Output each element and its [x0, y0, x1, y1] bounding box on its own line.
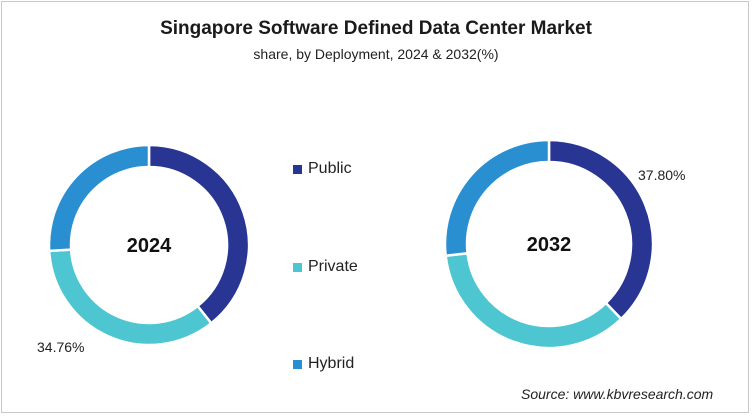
data-label-private-2024: 34.76%	[37, 339, 84, 355]
donut-slice-private-2032	[444, 251, 623, 350]
legend-swatch-hybrid	[293, 359, 302, 369]
chart-title: Singapore Software Defined Data Center M…	[160, 18, 592, 39]
legend-item-hybrid: Hybrid	[293, 355, 354, 373]
legend-label: Hybrid	[308, 355, 355, 372]
data-label-public-2032: 37.80%	[638, 167, 685, 183]
donut-slice-hybrid-2032	[443, 138, 551, 258]
legend-swatch-private	[293, 262, 302, 272]
legend-item-public: Public	[293, 160, 352, 178]
chart-subtitle: share, by Deployment, 2024 & 2032(%)	[253, 46, 499, 62]
legend-swatch-public	[293, 164, 302, 174]
legend-label: Private	[308, 258, 358, 275]
center-label-2024: 2024	[127, 235, 172, 257]
donut-slice-hybrid-2024	[47, 143, 151, 253]
center-label-2032: 2032	[527, 234, 572, 256]
source-note: Source: www.kbvresearch.com	[521, 386, 714, 402]
legend-item-private: Private	[293, 258, 358, 276]
legend-label: Public	[308, 160, 352, 177]
donut-slice-private-2024	[47, 248, 214, 347]
